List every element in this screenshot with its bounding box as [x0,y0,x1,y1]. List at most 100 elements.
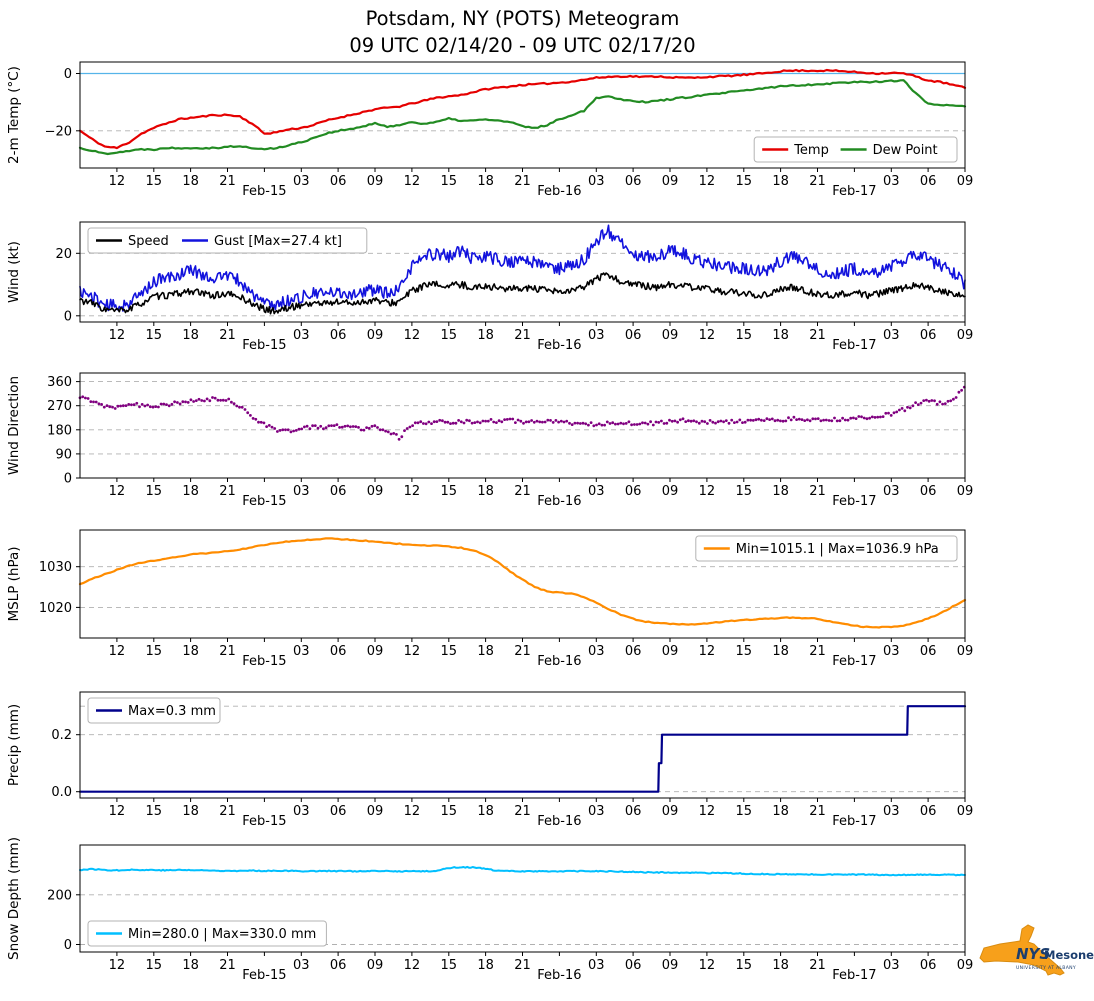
x-tick-label: 03 [883,644,900,659]
x-tick-label: 21 [219,958,236,973]
x-tick-label: 21 [809,644,826,659]
x-tick-label: 18 [182,484,199,499]
legend-mslp: Min=1015.1 | Max=1036.9 hPa [695,535,958,562]
series-snow-depth [79,865,966,877]
x-tick-label: 18 [772,484,789,499]
x-tick-label: 21 [514,958,531,973]
x-axis-mslp: 12 15 18 21 03 06 09 12 15 18 21 03 06 09 12 15 18 21 03 06… [109,638,974,669]
x-tick-label: 06 [330,328,347,343]
x-tick-label: 21 [514,328,531,343]
x-tick-label: 03 [883,804,900,819]
x-date-label: Feb-17 [832,494,876,509]
x-tick-label: 06 [920,804,937,819]
x-date-label: Feb-15 [242,814,286,829]
x-tick-label: 15 [145,644,162,659]
x-tick-label: 12 [109,644,126,659]
y-axis-label: Wind (kt) [6,241,22,303]
x-tick-label: 03 [293,958,310,973]
x-date-label: Feb-17 [832,814,876,829]
x-tick-label: 12 [109,958,126,973]
y-axis-mslp: 1030 1020 MSLP (hPa) [6,546,80,622]
x-tick-label: 15 [735,174,752,189]
x-tick-label: 15 [145,328,162,343]
y-tick-label: 0.2 [51,728,72,743]
x-tick-label: 06 [920,958,937,973]
panel-precip: 0.2 0.0 Precip (mm) 12 15 18 21 03 06 09 12 15 18 21 0… [6,691,974,829]
x-tick-label: 06 [625,174,642,189]
panel-wind: 20 0 Wind (kt) 12 15 18 21 03 06 09 12 15 18 21 03 06 09… [6,221,973,353]
x-tick-label: 09 [957,644,974,659]
x-date-label: Feb-15 [242,184,286,199]
x-tick-label: 09 [662,958,679,973]
y-axis-label: MSLP (hPa) [6,546,22,621]
x-date-label: Feb-16 [537,494,581,509]
y-tick-label: 0 [64,938,72,953]
x-tick-label: 15 [735,804,752,819]
x-tick-label: 18 [182,644,199,659]
legend-wind: Speed Gust [Max=27.4 kt] [87,227,368,254]
legend-label: Gust [Max=27.4 kt] [214,234,342,249]
panel-mslp: 1030 1020 MSLP (hPa) 12 15 18 21 03 06 09 12 15 18 21… [6,529,974,669]
x-date-label: Feb-16 [537,814,581,829]
x-tick-label: 21 [809,958,826,973]
x-tick-label: 09 [957,804,974,819]
x-tick-label: 15 [735,484,752,499]
logo-nys-text: NYS [1016,945,1050,963]
x-tick-label: 06 [330,804,347,819]
x-tick-label: 06 [920,644,937,659]
x-tick-label: 03 [883,328,900,343]
x-tick-label: 15 [440,484,457,499]
x-tick-label: 12 [699,644,716,659]
x-tick-label: 03 [883,174,900,189]
x-tick-label: 09 [662,174,679,189]
series-temp [78,68,967,150]
x-tick-label: 12 [699,958,716,973]
x-tick-label: 15 [440,644,457,659]
x-tick-label: 12 [699,174,716,189]
x-date-label: Feb-17 [832,338,876,353]
y-axis-wind: 20 0 Wind (kt) [6,241,80,324]
y-axis-label: Precip (mm) [6,704,22,786]
x-tick-label: 12 [109,484,126,499]
x-tick-label: 18 [477,804,494,819]
legend-label: Min=1015.1 | Max=1036.9 hPa [736,542,939,557]
x-tick-label: 03 [883,958,900,973]
x-tick-label: 03 [293,328,310,343]
x-tick-label: 21 [219,328,236,343]
x-tick-label: 06 [330,644,347,659]
y-tick-label: 1030 [39,560,72,575]
x-tick-label: 15 [735,328,752,343]
y-tick-label: −20 [45,124,72,139]
x-tick-label: 21 [219,804,236,819]
logo-mesonet-text: Mesonet [1044,948,1094,962]
x-tick-label: 06 [330,958,347,973]
x-date-label: Feb-17 [832,968,876,983]
x-tick-label: 12 [404,174,421,189]
x-axis-temp: 12 15 18 21 03 06 09 12 15 18 21 03 06 09 12 15 18 21 03 06… [109,168,973,199]
x-tick-label: 18 [182,804,199,819]
x-tick-label: 06 [625,804,642,819]
y-tick-label: 1020 [39,601,72,616]
y-tick-label: 0.0 [51,785,72,800]
x-tick-label: 18 [772,804,789,819]
y-tick-label: 200 [47,888,72,903]
x-axis-dir: 12 15 18 21 03 06 09 12 15 18 21 03 06 09 12 15 18 21 03 06… [109,478,973,509]
series-speed [79,272,966,315]
x-tick-label: 15 [735,958,752,973]
y-tick-label: 0 [64,67,72,82]
series-wind-direction [78,385,966,441]
x-tick-label: 06 [625,484,642,499]
x-date-label: Feb-17 [832,184,876,199]
x-tick-label: 06 [625,644,642,659]
y-tick-label: 270 [47,399,72,414]
x-tick-label: 15 [145,804,162,819]
x-tick-label: 09 [662,644,679,659]
x-tick-label: 06 [330,484,347,499]
x-tick-label: 18 [477,958,494,973]
x-tick-label: 18 [477,644,494,659]
ny-state-shape [979,924,1065,976]
series-gust [79,224,966,312]
x-tick-label: 18 [182,958,199,973]
x-tick-label: 18 [772,328,789,343]
